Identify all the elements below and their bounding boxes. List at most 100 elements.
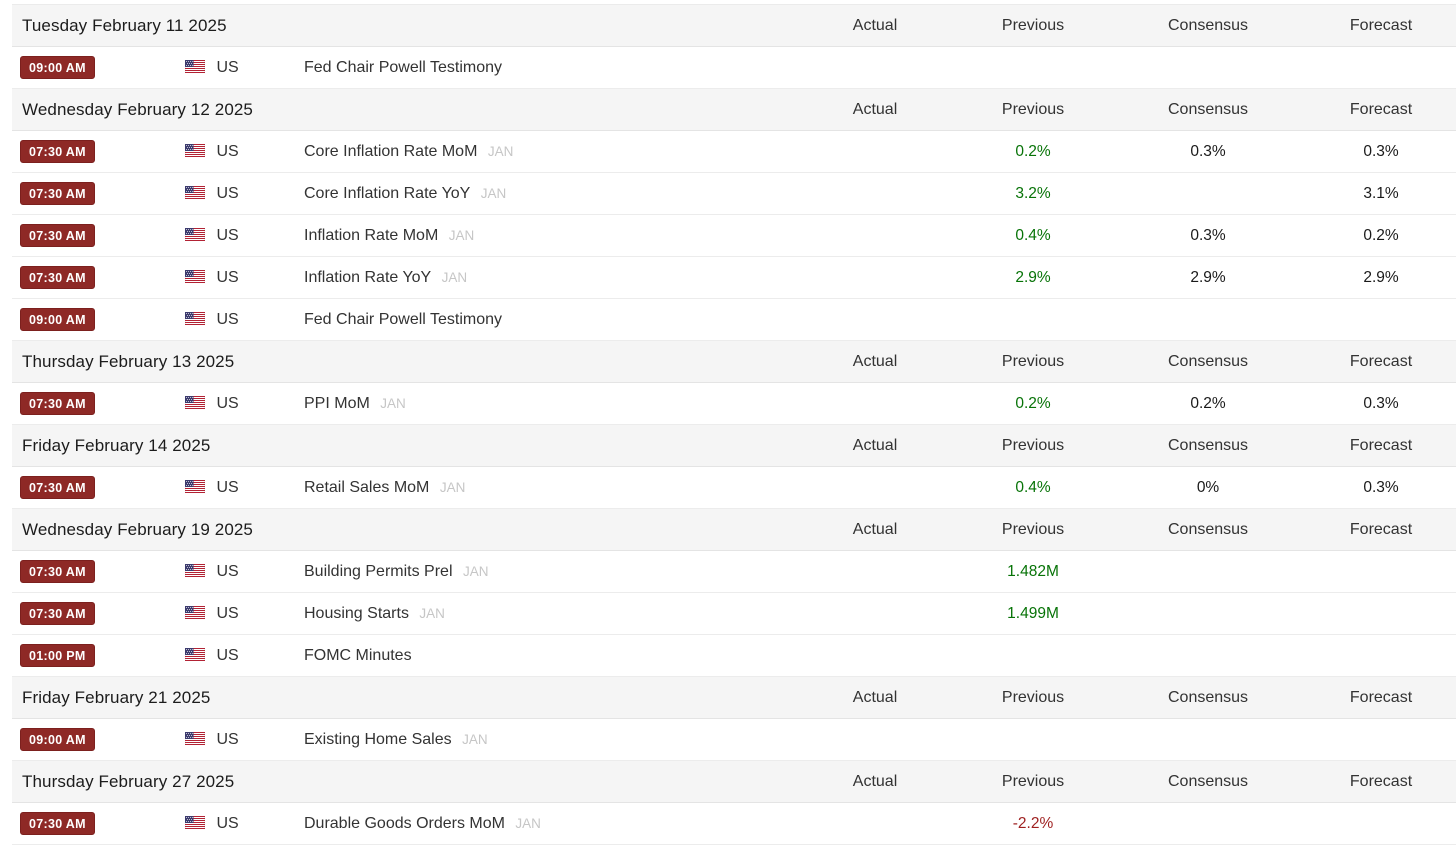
column-header-forecast: Forecast — [1300, 424, 1456, 467]
forecast-value — [1300, 802, 1456, 845]
consensus-value: 0% — [1116, 466, 1301, 509]
forecast-value — [1300, 592, 1456, 635]
us-flag-icon — [184, 269, 206, 283]
event-row[interactable]: 07:30 AM — [12, 592, 1456, 635]
time-badge: 07:30 AM — [20, 812, 95, 835]
event-name-link[interactable]: Durable Goods Orders MoM — [304, 814, 505, 832]
consensus-value: 2.3% — [1116, 844, 1301, 846]
event-country-cell: US — [165, 256, 285, 299]
day-header-row: Wednesday February 12 2025 Actual Previo… — [12, 88, 1456, 131]
event-name-cell: Core Inflation Rate MoM JAN — [285, 130, 801, 173]
column-header-previous: Previous — [950, 676, 1117, 719]
event-name-link[interactable]: FOMC Minutes — [304, 646, 412, 664]
column-header-consensus: Consensus — [1116, 424, 1301, 467]
forecast-value — [1300, 718, 1456, 761]
time-badge: 09:00 AM — [20, 308, 95, 331]
actual-value — [800, 802, 951, 845]
event-name-link[interactable]: Inflation Rate YoY — [304, 268, 432, 286]
event-row[interactable]: 07:30 AM — [12, 214, 1456, 257]
day-header-row: Wednesday February 19 2025 Actual Previo… — [12, 508, 1456, 551]
forecast-value — [1300, 634, 1456, 677]
actual-value — [800, 130, 951, 173]
event-name-link[interactable]: PPI MoM — [304, 394, 370, 412]
event-period-tag: JAN — [462, 731, 488, 747]
event-row[interactable]: 07:30 AM — [12, 172, 1456, 215]
consensus-value — [1116, 550, 1301, 593]
event-row[interactable]: 07:30 AM — [12, 130, 1456, 173]
event-row[interactable]: 07:30 AM — [12, 466, 1456, 509]
event-country-cell: US — [165, 172, 285, 215]
us-flag-icon — [184, 731, 206, 745]
event-country-cell: US — [165, 718, 285, 761]
event-row[interactable]: 07:30 AM — [12, 382, 1456, 425]
day-date: Thursday February 13 2025 — [12, 340, 801, 383]
actual-value — [800, 592, 951, 635]
event-period-tag: JAN — [439, 479, 466, 495]
event-time-cell: 07:30 AM — [12, 214, 165, 257]
time-badge: 07:30 AM — [20, 140, 95, 163]
column-header-forecast: Forecast — [1300, 4, 1456, 47]
event-period-tag: JAN — [480, 185, 507, 201]
column-header-actual: Actual — [800, 676, 951, 719]
event-row[interactable]: 01:00 PM — [12, 634, 1456, 677]
actual-value — [800, 634, 951, 677]
actual-value — [800, 46, 951, 89]
time-badge: 09:00 AM — [20, 728, 95, 751]
previous-value: 2.9% — [950, 256, 1117, 299]
event-row[interactable]: 07:30 AM — [12, 256, 1456, 299]
event-name-link[interactable]: Fed Chair Powell Testimony — [304, 58, 503, 76]
previous-value: 1.499M — [950, 592, 1117, 635]
column-header-forecast: Forecast — [1300, 676, 1456, 719]
previous-value — [950, 298, 1117, 341]
event-row[interactable]: 07:30 AM — [12, 550, 1456, 593]
consensus-value: 2.9% — [1116, 256, 1301, 299]
time-badge: 07:30 AM — [20, 602, 95, 625]
event-row[interactable]: 07:30 AM — [12, 844, 1456, 846]
event-time-cell: 07:30 AM — [12, 130, 165, 173]
us-flag-icon — [184, 479, 206, 493]
event-row[interactable]: 09:00 AM — [12, 46, 1456, 89]
column-header-previous: Previous — [950, 424, 1117, 467]
forecast-value: 3.1% — [1300, 172, 1456, 215]
event-name-link[interactable]: Existing Home Sales — [304, 730, 452, 748]
forecast-value — [1300, 46, 1456, 89]
us-flag-icon — [184, 563, 206, 577]
event-row[interactable]: 09:00 AM — [12, 718, 1456, 761]
country-label: US — [216, 142, 239, 160]
event-name-link[interactable]: Retail Sales MoM — [304, 478, 430, 496]
consensus-value — [1116, 802, 1301, 845]
event-name-link[interactable]: Core Inflation Rate MoM — [304, 142, 478, 160]
event-name-link[interactable]: Inflation Rate MoM — [304, 226, 439, 244]
event-row[interactable]: 09:00 AM — [12, 298, 1456, 341]
event-name-link[interactable]: Housing Starts — [304, 604, 409, 622]
previous-value: 0.2% — [950, 130, 1117, 173]
day-header-row: Tuesday February 11 2025 Actual Previous… — [12, 4, 1456, 47]
event-name-link[interactable]: Core Inflation Rate YoY — [304, 184, 471, 202]
column-header-consensus: Consensus — [1116, 4, 1301, 47]
event-time-cell: 07:30 AM — [12, 802, 165, 845]
event-period-tag: JAN — [448, 227, 475, 243]
event-name-cell: Housing Starts JAN — [285, 592, 801, 635]
event-row[interactable]: 07:30 AM — [12, 802, 1456, 845]
event-time-cell: 07:30 AM — [12, 382, 165, 425]
forecast-value: 2.9% — [1300, 256, 1456, 299]
consensus-value: 0.3% — [1116, 130, 1301, 173]
column-header-consensus: Consensus — [1116, 676, 1301, 719]
consensus-value: 0.2% — [1116, 382, 1301, 425]
us-flag-icon — [184, 227, 206, 241]
event-country-cell: US — [165, 298, 285, 341]
event-time-cell: 07:30 AM — [12, 592, 165, 635]
forecast-value: 0.2% — [1300, 214, 1456, 257]
event-name-link[interactable]: Fed Chair Powell Testimony — [304, 310, 503, 328]
event-name-link[interactable]: Building Permits Prel — [304, 562, 453, 580]
previous-value: 0.4% — [950, 214, 1117, 257]
event-time-cell: 09:00 AM — [12, 718, 165, 761]
column-header-actual: Actual — [800, 340, 951, 383]
event-period-tag: JAN — [515, 815, 541, 831]
forecast-value: 2.3% — [1300, 844, 1456, 846]
event-country-cell: US — [165, 592, 285, 635]
column-header-actual: Actual — [800, 424, 951, 467]
consensus-value — [1116, 172, 1301, 215]
day-header-row: Friday February 21 2025 Actual Previous … — [12, 676, 1456, 719]
